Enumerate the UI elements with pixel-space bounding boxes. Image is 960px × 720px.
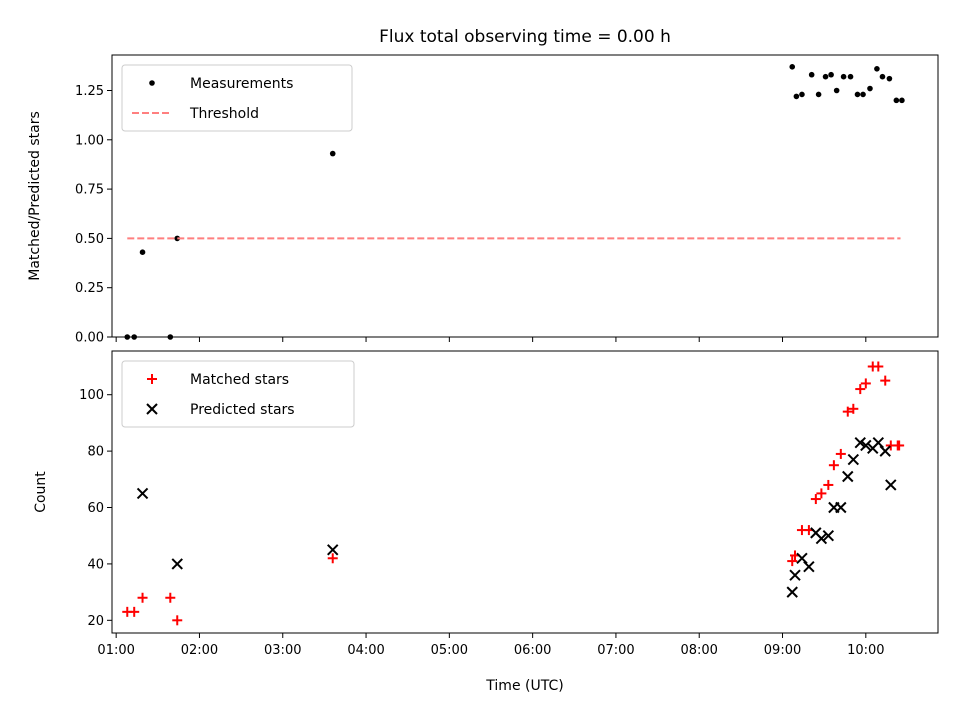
x-tick-label: 05:00 [431,643,468,658]
matched-star-point [894,440,905,451]
y-tick-label: 60 [87,501,104,516]
measurement-point [874,66,880,72]
measurement-point [860,91,866,98]
y-tick-label: 1.00 [75,133,104,148]
plot-frame-2 [111,350,939,634]
measurement-point [815,91,822,98]
predicted-star-point [327,544,339,556]
measurement-point [867,85,873,92]
matched-star-point [816,488,827,499]
measurement-point [329,150,336,157]
y-tick-label: 80 [87,445,104,460]
x-tick-label: 02:00 [181,643,218,658]
matched-star-point [855,384,866,395]
predicted-star-point [786,586,798,598]
measurement-point [899,97,905,104]
plot-frame-1 [111,54,939,338]
predicted-star-point [860,439,872,452]
y-tick-label: 1.25 [75,84,104,99]
legend-measurement-swatch [149,80,155,86]
measurement-point [799,91,805,98]
y-axis-label: Matched/Predicted stars [27,111,43,281]
predicted-star-point [796,552,808,564]
legend-box [121,360,355,428]
legend-box [121,64,353,132]
matched-star-point [828,460,839,471]
matched-star-point [129,606,140,617]
matched-star-point [848,403,859,414]
predicted-star-point [789,569,801,581]
predicted-star-point [854,436,866,449]
y-tick-label: 0.50 [75,232,104,247]
x-tick-label: 07:00 [597,643,634,658]
measurement-point [840,73,847,80]
y-tick-label: 100 [79,388,104,403]
y-tick-label: 0.25 [75,281,104,296]
matched-star-point [810,494,821,505]
matched-star-point [880,375,891,386]
matched-star-point [327,553,338,564]
matched-star-point [787,556,798,567]
measurement-point [886,75,893,82]
x-tick-label: 10:00 [847,643,884,658]
y-tick-label: 0.00 [75,331,104,346]
measurement-point [174,235,181,242]
matched-star-point [873,361,884,372]
predicted-star-point [815,532,828,545]
x-tick-label: 01:00 [97,643,134,658]
x-axis-label: Time (UTC) [485,678,563,694]
measurement-point [893,97,900,104]
legend-matched-swatch [147,374,157,384]
y-tick-label: 20 [87,614,104,629]
predicted-star-point [872,436,885,449]
legend-predicted-swatch [146,403,158,415]
matched-star-point [860,378,871,389]
predicted-star-point [171,558,183,570]
predicted-star-point [803,561,815,573]
chart-title: Flux total observing time = 0.00 h [379,27,671,47]
x-tick-label: 08:00 [680,643,717,658]
predicted-star-point [842,470,854,483]
matched-star-point [842,406,853,417]
matched-star-point [835,448,846,459]
measurement-point [793,93,800,100]
predicted-star-point [879,445,891,457]
measurement-point [139,249,146,256]
y-tick-label: 40 [87,557,104,572]
measurement-point [828,71,834,78]
y-tick-label: 0.75 [75,183,104,198]
measurement-point [822,73,829,80]
y-axis-label: Count [33,471,49,513]
predicted-star-point [885,479,897,491]
measurement-point [879,73,886,80]
legend-label: Threshold [189,106,259,122]
x-tick-label: 03:00 [264,643,301,658]
x-tick-label: 04:00 [347,643,384,658]
x-tick-label: 09:00 [764,643,801,658]
matched-star-point [165,592,176,603]
legend-label: Predicted stars [190,402,295,418]
legend-label: Matched stars [190,372,289,388]
predicted-star-point [835,501,847,514]
measurement-point [854,91,861,98]
measurement-point [847,73,854,80]
predicted-star-point [136,487,149,500]
measurement-point [789,64,796,70]
measurement-point [833,87,840,94]
matched-star-point [172,615,183,626]
legend-label: Measurements [190,76,293,92]
predicted-star-point [822,530,835,542]
matched-star-point [137,592,148,603]
predicted-star-point [847,453,860,466]
measurement-point [808,71,815,78]
x-tick-label: 06:00 [514,643,551,658]
matched-star-point [823,479,834,490]
